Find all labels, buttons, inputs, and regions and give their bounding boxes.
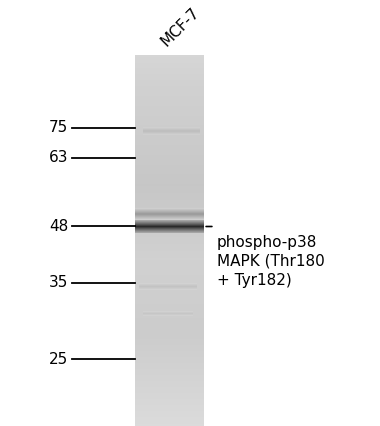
Text: phospho-p38
MAPK (Thr180
+ Tyr182): phospho-p38 MAPK (Thr180 + Tyr182) [217,235,325,288]
Text: 25: 25 [49,352,68,367]
Text: 48: 48 [49,219,68,234]
Text: MCF-7: MCF-7 [158,5,203,49]
Text: 35: 35 [49,276,68,291]
Text: 75: 75 [49,120,68,135]
Text: 63: 63 [49,150,68,165]
